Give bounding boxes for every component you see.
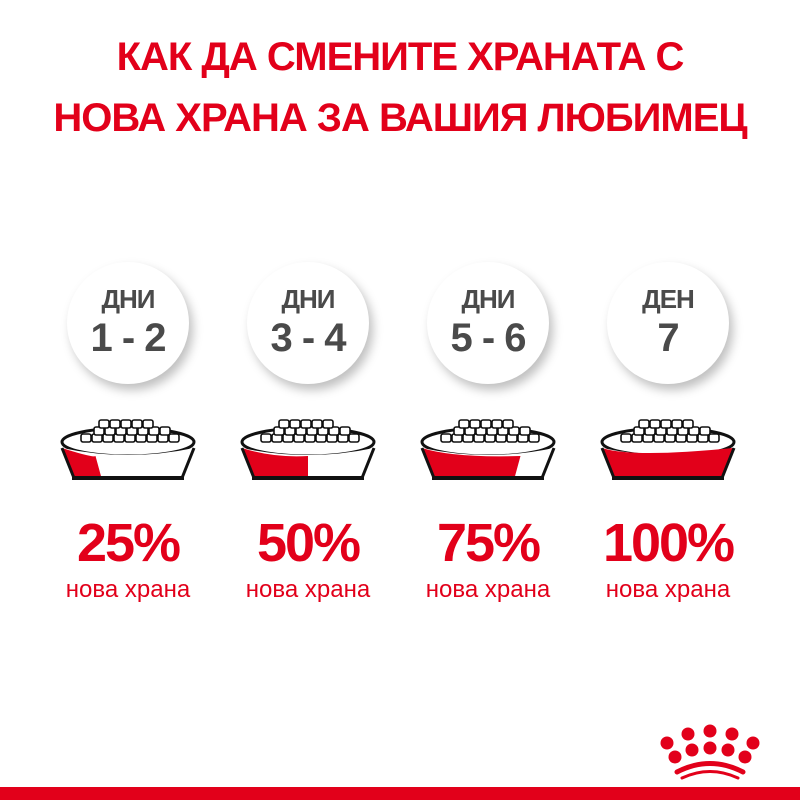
day-range: 3 - 4: [270, 316, 346, 360]
day-label: ДНИ: [101, 284, 156, 314]
percent-caption: нова храна: [425, 576, 551, 603]
step-2: ДНИ 3 - 4 50% нова храна: [218, 262, 398, 606]
step-1: ДНИ 1 - 2 25% нова храна: [38, 262, 218, 606]
food-bowl-icon: [420, 419, 556, 480]
new-food-portion: [602, 448, 733, 478]
percent-caption: нова храна: [245, 576, 371, 603]
food-bowl-icon: [60, 419, 196, 480]
food-bowl-icon: [600, 419, 736, 480]
bottom-red-bar: [0, 787, 800, 800]
day-label: ДНИ: [281, 284, 336, 314]
food-bowl-icon: [240, 419, 376, 480]
page-title-line-1: КАК ДА СМЕНИТЕ ХРАНАТА С: [116, 35, 685, 79]
percent-new-food: 25%: [76, 513, 181, 573]
day-label: ДНИ: [461, 284, 516, 314]
day-circle: ДНИ 5 - 6: [427, 262, 549, 384]
percent-caption: нова храна: [605, 576, 731, 603]
day-range: 1 - 2: [90, 316, 166, 360]
page-title-line-2: НОВА ХРАНА ЗА ВАШИЯ ЛЮБИМЕЦ: [53, 96, 747, 140]
day-label: ДЕН: [642, 284, 695, 314]
day-circle: ДЕН 7: [607, 262, 729, 384]
day-circle: ДНИ 3 - 4: [247, 262, 369, 384]
day-range: 7: [657, 316, 679, 360]
crown-icon: [660, 724, 760, 780]
percent-new-food: 100%: [602, 513, 735, 573]
step-3: ДНИ 5 - 6 75% нова храна: [398, 262, 578, 606]
new-food-portion: [242, 448, 308, 478]
day-range: 5 - 6: [450, 316, 526, 360]
percent-new-food: 50%: [256, 513, 361, 573]
day-circle: ДНИ 1 - 2: [67, 262, 189, 384]
new-food-portion: [422, 448, 521, 478]
step-4: ДЕН 7 100% нова храна: [578, 262, 758, 606]
percent-caption: нова храна: [65, 576, 191, 603]
percent-new-food: 75%: [436, 513, 541, 573]
